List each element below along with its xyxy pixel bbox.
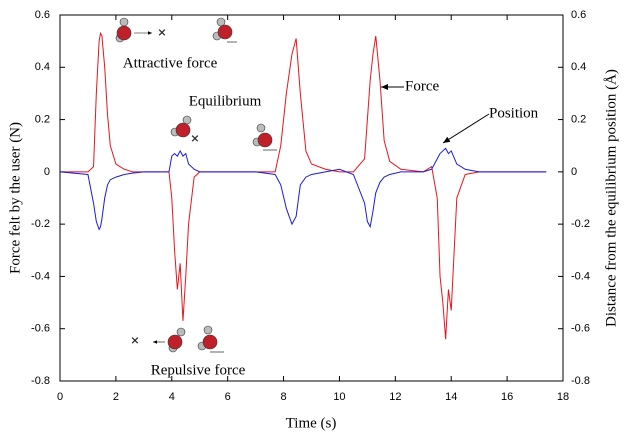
- y2-tick-label: 0.6: [571, 9, 586, 21]
- y2-tick-label: 0: [571, 166, 577, 178]
- y2-tick-label: 0.2: [571, 113, 586, 125]
- svg-text:×: ×: [191, 132, 199, 147]
- y2-axis-label: Distance from the equilibrium position (…: [603, 69, 619, 327]
- y-axis-label: Force felt by the user (N): [7, 122, 23, 274]
- x-tick-label: 6: [225, 391, 231, 403]
- svg-text:×: ×: [131, 334, 139, 349]
- y2-tick-label: -0.6: [571, 323, 590, 335]
- arrow: [442, 113, 490, 144]
- y-tick-label: -0.2: [31, 218, 50, 230]
- y-tick-label: -0.8: [31, 375, 50, 387]
- x-tick-label: 10: [333, 391, 345, 403]
- svg-text:×: ×: [158, 26, 166, 41]
- plot-frame: [59, 14, 564, 382]
- y-tick-label: 0.4: [35, 61, 50, 73]
- y-tick-label: -0.6: [31, 323, 50, 335]
- molecule-icons: × × ×: [115, 17, 277, 353]
- x-tick-label: 2: [113, 391, 119, 403]
- y2-tick-label: 0.4: [571, 61, 586, 73]
- x-tick-label: 18: [557, 391, 569, 403]
- y-tick-label: 0.2: [35, 113, 50, 125]
- y-tick-label: 0.6: [35, 9, 50, 21]
- y-tick-label: -0.4: [31, 270, 50, 282]
- x-tick-label: 8: [280, 391, 286, 403]
- x-tick-label: 4: [169, 391, 175, 403]
- x-tick-label: 16: [501, 391, 513, 403]
- x-axis-label: Time (s): [286, 415, 337, 431]
- annotation: Equilibrium: [189, 93, 262, 109]
- series-line: [60, 31, 547, 340]
- annotation: Attractive force: [123, 55, 218, 71]
- annotation: Position: [489, 105, 539, 121]
- y2-tick-label: -0.4: [571, 270, 590, 282]
- y2-tick-label: -0.2: [571, 218, 590, 230]
- annotation: Force: [405, 78, 439, 94]
- y2-tick-label: -0.8: [571, 375, 590, 387]
- x-tick-label: 0: [57, 391, 63, 403]
- x-tick-label: 12: [389, 391, 401, 403]
- y-tick-label: 0: [44, 166, 50, 178]
- series-line: [59, 147, 547, 231]
- annotation: Repulsive force: [151, 362, 246, 378]
- x-tick-label: 14: [445, 391, 457, 403]
